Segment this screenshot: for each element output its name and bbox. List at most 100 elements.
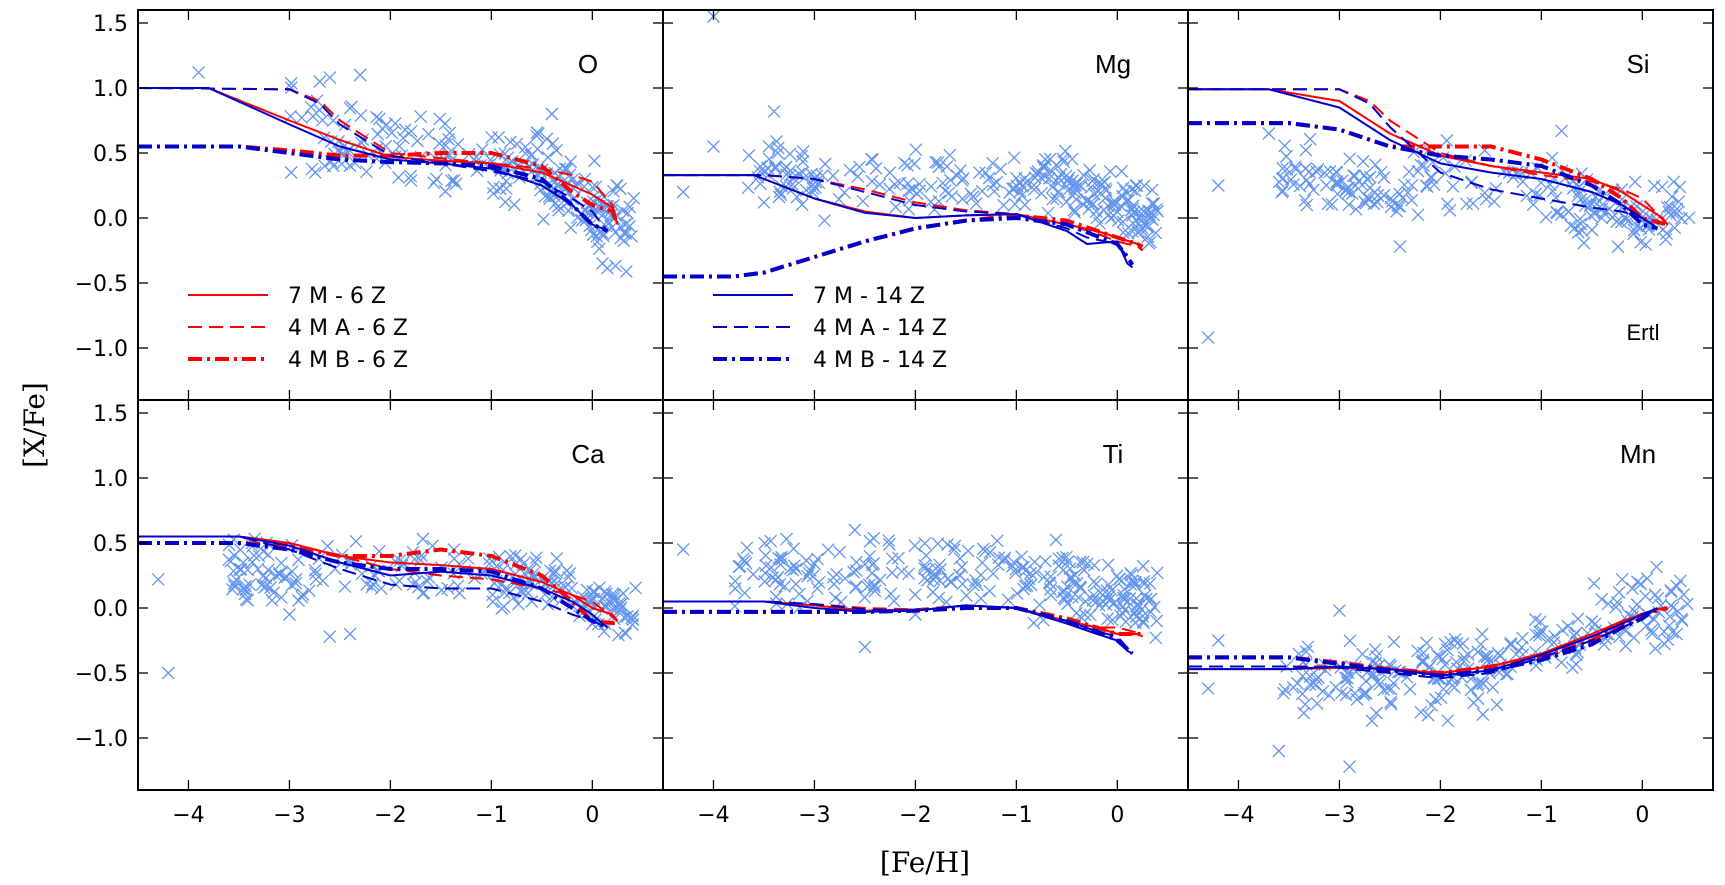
obs-point xyxy=(1467,696,1481,710)
obs-point xyxy=(1300,198,1314,212)
obs-point xyxy=(740,541,754,555)
obs-point xyxy=(296,588,310,601)
obs-point xyxy=(927,573,941,587)
obs-point xyxy=(1573,212,1587,226)
obs-point xyxy=(796,155,810,169)
obs-point xyxy=(1276,162,1290,175)
obs-point xyxy=(1450,636,1464,650)
obs-point xyxy=(847,565,860,579)
obs-point xyxy=(1460,197,1473,211)
obs-point xyxy=(1385,194,1399,208)
obs-point xyxy=(1289,162,1303,176)
y-tick-label: −1.0 xyxy=(75,727,128,752)
obs-point xyxy=(1125,208,1139,222)
series-line-dashdot xyxy=(1188,121,1658,231)
obs-point xyxy=(592,581,606,595)
obs-point xyxy=(360,577,374,591)
obs-point xyxy=(810,581,824,595)
obs-point xyxy=(1438,637,1452,651)
obs-point xyxy=(758,566,772,580)
obs-point xyxy=(261,563,275,577)
series-line-dashdot xyxy=(663,606,1134,656)
obs-point xyxy=(1377,683,1391,697)
model-lines xyxy=(1188,606,1669,680)
obs-point xyxy=(1628,175,1642,189)
obs-point xyxy=(1211,179,1225,192)
obs-point xyxy=(728,581,742,595)
obs-point xyxy=(486,187,500,201)
obs-point xyxy=(739,556,753,570)
obs-point xyxy=(406,577,420,591)
obs-point xyxy=(944,575,958,589)
obs-point xyxy=(1384,200,1398,214)
model-lines xyxy=(1188,88,1669,231)
obs-point xyxy=(355,136,369,150)
obs-point xyxy=(931,537,945,551)
obs-point xyxy=(627,191,641,205)
obs-point xyxy=(1127,205,1141,219)
obs-point xyxy=(858,557,872,571)
obs-point xyxy=(786,563,800,577)
obs-point xyxy=(404,124,418,138)
obs-point xyxy=(732,560,746,574)
x-tick-label: −4 xyxy=(1222,803,1254,828)
observations xyxy=(1201,124,1696,345)
obs-point xyxy=(597,625,611,638)
obs-point xyxy=(1033,598,1047,612)
obs-point xyxy=(1440,134,1454,147)
obs-point xyxy=(538,587,552,601)
obs-point xyxy=(902,183,916,197)
obs-point xyxy=(284,166,298,179)
obs-point xyxy=(789,577,803,591)
obs-point xyxy=(676,543,690,556)
obs-point xyxy=(1087,588,1101,602)
obs-point xyxy=(1005,560,1019,573)
obs-point xyxy=(560,564,574,578)
obs-point xyxy=(451,579,465,593)
legend-label: 7 M - 14 Z xyxy=(813,284,925,309)
obs-point xyxy=(783,147,797,161)
obs-point xyxy=(1310,697,1324,711)
x-axis-title: [Fe/H] xyxy=(880,846,970,879)
obs-point xyxy=(1680,597,1694,611)
obs-point xyxy=(1278,683,1292,697)
obs-point xyxy=(1425,698,1439,712)
y-tick-label: 0.0 xyxy=(93,207,128,232)
obs-point xyxy=(486,595,500,609)
obs-point xyxy=(1301,640,1315,654)
obs-point xyxy=(1262,127,1276,140)
obs-point xyxy=(757,195,771,209)
obs-point xyxy=(884,587,898,601)
obs-point xyxy=(265,593,279,607)
obs-point xyxy=(1535,624,1549,638)
obs-point xyxy=(1490,698,1504,712)
series-line-dashed xyxy=(138,87,619,225)
obs-point xyxy=(1456,637,1470,651)
obs-point xyxy=(942,186,956,200)
obs-point xyxy=(932,591,946,605)
panel-o: −1.0 −0.5 0.0 0.5 1.0 1.5 O 7 M - 6 Z 4 M A - 6 … xyxy=(75,9,664,401)
series-line-dashdot xyxy=(1188,606,1669,675)
panel-mg: Mg 7 M - 14 Z 4 M A - 14 Z 4 M B - 14 Z xyxy=(662,9,1189,401)
obs-point xyxy=(893,176,907,190)
obs-point xyxy=(1471,645,1485,659)
obs-point xyxy=(541,150,555,164)
obs-point xyxy=(1332,604,1346,618)
obs-point xyxy=(943,148,957,162)
obs-point xyxy=(597,190,611,204)
obs-point xyxy=(1648,642,1662,655)
obs-point xyxy=(475,143,489,157)
obs-point xyxy=(858,640,872,654)
obs-point xyxy=(1147,208,1160,222)
obs-point xyxy=(1657,625,1671,639)
obs-point xyxy=(323,71,337,85)
obs-point xyxy=(1445,679,1459,693)
obs-point xyxy=(799,554,813,567)
obs-point xyxy=(1034,171,1048,185)
obs-point xyxy=(1052,185,1066,199)
series-line-dashdot xyxy=(138,541,618,626)
obs-point xyxy=(818,214,831,228)
obs-point xyxy=(742,148,756,162)
obs-point xyxy=(1321,197,1335,211)
legend-label: 7 M - 6 Z xyxy=(288,284,386,309)
